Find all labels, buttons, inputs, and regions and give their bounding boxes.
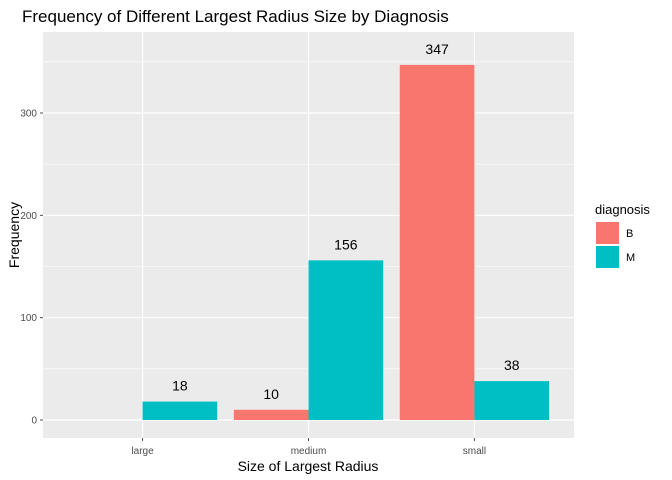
data-label-large-M: 18	[172, 378, 188, 394]
legend-key-B	[596, 222, 619, 244]
legend-title: diagnosis	[595, 202, 650, 217]
legend-label-M: M	[626, 252, 635, 264]
y-tick-label: 100	[20, 313, 37, 324]
x-axis-title: Size of Largest Radius	[238, 458, 379, 474]
data-label-small-B: 347	[425, 41, 449, 57]
bars	[142, 64, 550, 421]
legend-key-M	[596, 246, 619, 268]
bar-large-M	[142, 401, 218, 420]
y-tick-label: 0	[31, 416, 37, 427]
x-tick-label: small	[463, 446, 486, 457]
bar-small-B	[399, 64, 475, 421]
bar-medium-B	[233, 409, 309, 420]
x-axis: large medium small	[131, 438, 486, 457]
bar-medium-M	[308, 260, 384, 420]
bar-small-M	[474, 381, 550, 420]
data-label-medium-M: 156	[334, 236, 358, 252]
y-tick-label: 200	[20, 211, 37, 222]
legend-label-B: B	[626, 228, 633, 240]
x-tick-label: large	[131, 446, 154, 457]
y-tick-label: 300	[20, 109, 37, 120]
legend: diagnosis BM	[595, 202, 650, 268]
y-axis: 0 100 200 300	[20, 109, 43, 427]
data-label-medium-B: 10	[263, 386, 279, 402]
chart-title: Frequency of Different Largest Radius Si…	[22, 7, 449, 26]
y-axis-title: Frequency	[6, 202, 22, 268]
data-labels: 18 10 156 347 38	[172, 41, 520, 402]
data-label-small-M: 38	[504, 357, 520, 373]
x-tick-label: medium	[291, 446, 327, 457]
